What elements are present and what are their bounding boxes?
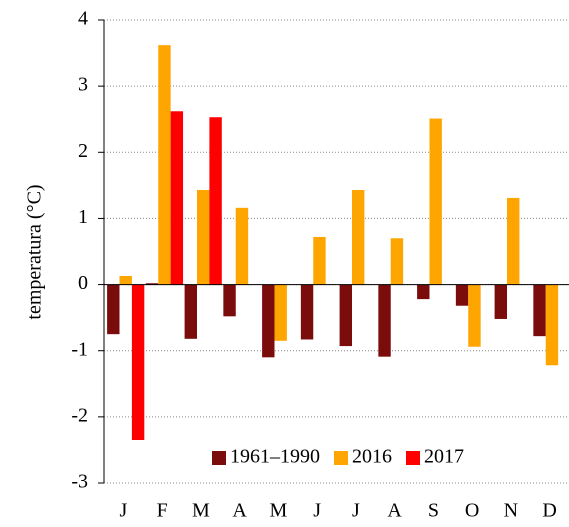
bar xyxy=(313,236,326,285)
x-tick-label: F xyxy=(157,500,168,522)
x-tick-label: S xyxy=(428,500,439,522)
legend-swatch xyxy=(334,451,348,465)
bar xyxy=(209,117,222,285)
bar xyxy=(494,284,507,319)
bar xyxy=(262,284,275,358)
bar xyxy=(145,283,159,285)
bar xyxy=(274,284,287,341)
x-tick-label: A xyxy=(387,500,402,522)
bar xyxy=(131,284,145,441)
bar xyxy=(339,284,352,347)
y-tick-label: 2 xyxy=(78,140,88,162)
x-tick-label: J xyxy=(352,500,360,522)
bar xyxy=(158,45,171,285)
legend-swatch xyxy=(212,451,226,465)
x-tick-label: J xyxy=(313,500,321,522)
bar xyxy=(390,238,404,285)
bar xyxy=(417,284,430,300)
x-tick-label: A xyxy=(232,500,247,522)
bar xyxy=(468,284,481,347)
y-tick-label: 3 xyxy=(78,74,88,96)
legend-label: 2017 xyxy=(424,446,464,468)
bar xyxy=(300,284,314,340)
bar xyxy=(378,284,391,357)
bar xyxy=(235,207,249,285)
legend-label: 2016 xyxy=(352,446,392,468)
y-tick-label: 1 xyxy=(78,206,88,228)
y-tick-label: -1 xyxy=(71,338,88,360)
x-tick-label: O xyxy=(465,500,479,522)
x-tick-label: J xyxy=(119,500,127,522)
bar xyxy=(455,284,469,306)
bar xyxy=(119,275,132,285)
bar xyxy=(352,189,365,285)
bar xyxy=(507,197,520,285)
y-tick-label: 0 xyxy=(78,272,88,294)
y-tick-label: -2 xyxy=(71,404,88,426)
bar xyxy=(533,284,546,337)
y-tick-label: 4 xyxy=(78,8,88,30)
bar xyxy=(223,284,236,317)
bar xyxy=(197,189,210,285)
x-tick-label: M xyxy=(269,500,287,522)
bar xyxy=(107,284,120,335)
legend-label: 1961–1990 xyxy=(230,446,320,468)
bar xyxy=(170,111,184,285)
y-axis-label: temperatura (°C) xyxy=(24,184,46,319)
bar xyxy=(429,118,442,285)
x-tick-label: N xyxy=(504,500,518,522)
y-tick-label: -3 xyxy=(71,471,88,493)
x-tick-label: M xyxy=(192,500,210,522)
x-tick-label: D xyxy=(542,500,556,522)
bar xyxy=(545,284,559,366)
legend-swatch xyxy=(406,451,420,465)
bar xyxy=(184,284,197,339)
